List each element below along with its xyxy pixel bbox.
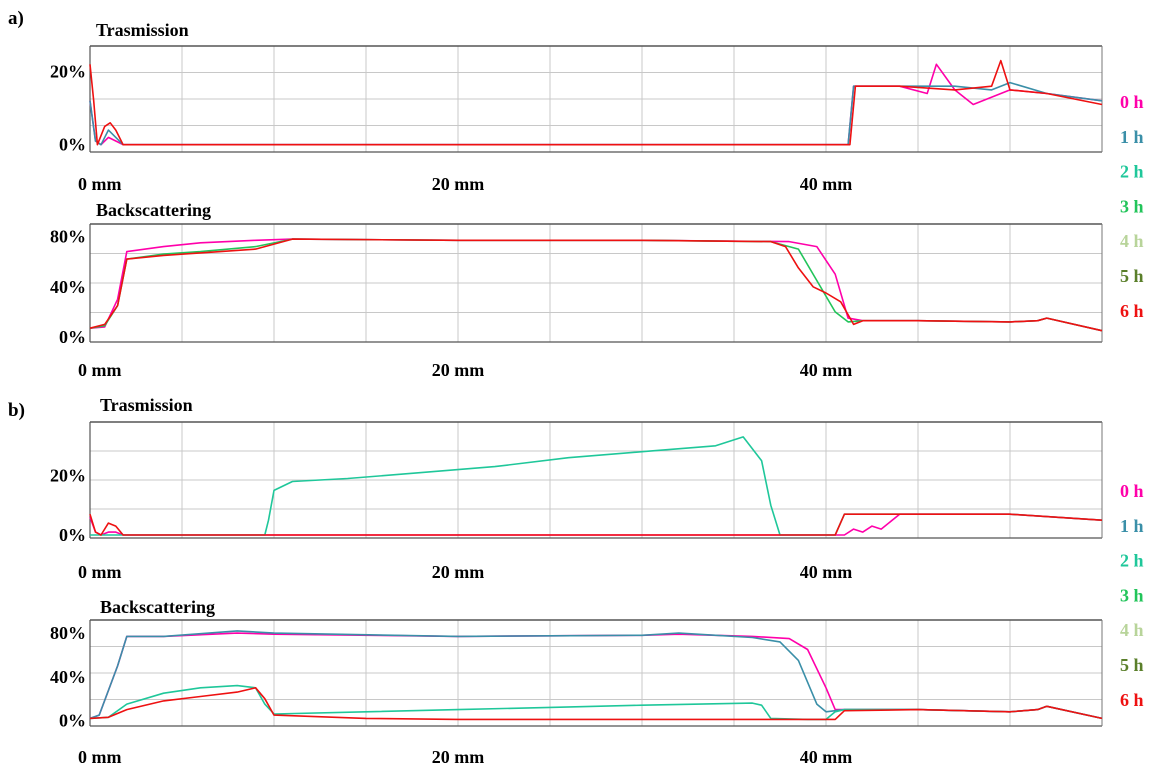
series-line-6h (89, 238, 1103, 332)
chart-title: Backscattering (100, 597, 215, 617)
x-tick-label: 0 mm (78, 360, 122, 380)
chart-panel: Trasmission 20% 0% 0 mm 20 mm 40 mm (50, 20, 1103, 194)
chart-panel: Trasmission 20% 0% 0 mm 20 mm 40 mm (50, 395, 1103, 582)
x-tick-label: 40 mm (800, 360, 853, 380)
y-tick-label: 80% (50, 623, 86, 643)
panel-label-b: b) (8, 400, 25, 421)
series-line-6h (89, 59, 1103, 146)
x-tick-label: 0 mm (78, 747, 122, 767)
chart-title: Backscattering (96, 200, 211, 220)
x-tick-label: 40 mm (800, 562, 853, 582)
x-tick-label: 20 mm (432, 747, 485, 767)
y-tick-label: 20% (50, 466, 86, 486)
y-tick-label: 0% (59, 525, 86, 545)
y-tick-label: 0% (59, 135, 86, 155)
y-tick-label: 80% (50, 227, 86, 247)
series-line-1h (89, 81, 1103, 146)
legend-label: 5 h (1120, 655, 1144, 675)
series-line-0h (89, 238, 1103, 332)
panel-label-a: a) (8, 8, 24, 29)
legend-label: 6 h (1120, 690, 1144, 710)
legend-label: 2 h (1120, 551, 1144, 571)
legend-label: 0 h (1120, 481, 1144, 501)
series-line-1h (89, 630, 1103, 720)
y-tick-label: 40% (50, 667, 86, 687)
x-tick-label: 0 mm (78, 562, 122, 582)
series-line-6h (89, 687, 1103, 721)
y-tick-label: 20% (50, 62, 86, 82)
x-tick-label: 20 mm (432, 174, 485, 194)
legend-label: 0 h (1120, 92, 1144, 112)
legend-label: 5 h (1120, 266, 1144, 286)
legend-label: 3 h (1120, 585, 1144, 605)
x-tick-label: 20 mm (432, 562, 485, 582)
legend: 0 h 1 h 2 h 3 h 4 h 5 h 6 h (1120, 481, 1144, 710)
legend-label: 1 h (1120, 127, 1144, 147)
chart-panel: Backscattering 80% 40% 0% 0 mm 20 mm 40 mm (50, 597, 1103, 767)
x-tick-label: 0 mm (78, 174, 122, 194)
y-tick-label: 0% (59, 711, 86, 731)
series-line-3h (89, 238, 1103, 332)
legend: 0 h 1 h 2 h 3 h 4 h 5 h 6 h (1120, 92, 1144, 321)
legend-label: 1 h (1120, 516, 1144, 536)
legend-label: 2 h (1120, 162, 1144, 182)
series-line-0h (89, 63, 1103, 146)
legend-label: 4 h (1120, 231, 1144, 251)
y-tick-label: 40% (50, 277, 86, 297)
y-tick-label: 0% (59, 327, 86, 347)
x-tick-label: 40 mm (800, 747, 853, 767)
legend-label: 4 h (1120, 620, 1144, 640)
chart-title: Trasmission (96, 20, 189, 40)
chart-title: Trasmission (100, 395, 193, 415)
series-line-6h (89, 513, 1103, 536)
series-line-2h (90, 436, 1103, 536)
x-tick-label: 40 mm (800, 174, 853, 194)
series-line-0h (89, 513, 1103, 536)
chart-panel: Backscattering 80% 40% 0% 0 mm 20 mm 40 mm (50, 200, 1103, 380)
x-tick-label: 20 mm (432, 360, 485, 380)
legend-label: 3 h (1120, 196, 1144, 216)
legend-label: 6 h (1120, 301, 1144, 321)
